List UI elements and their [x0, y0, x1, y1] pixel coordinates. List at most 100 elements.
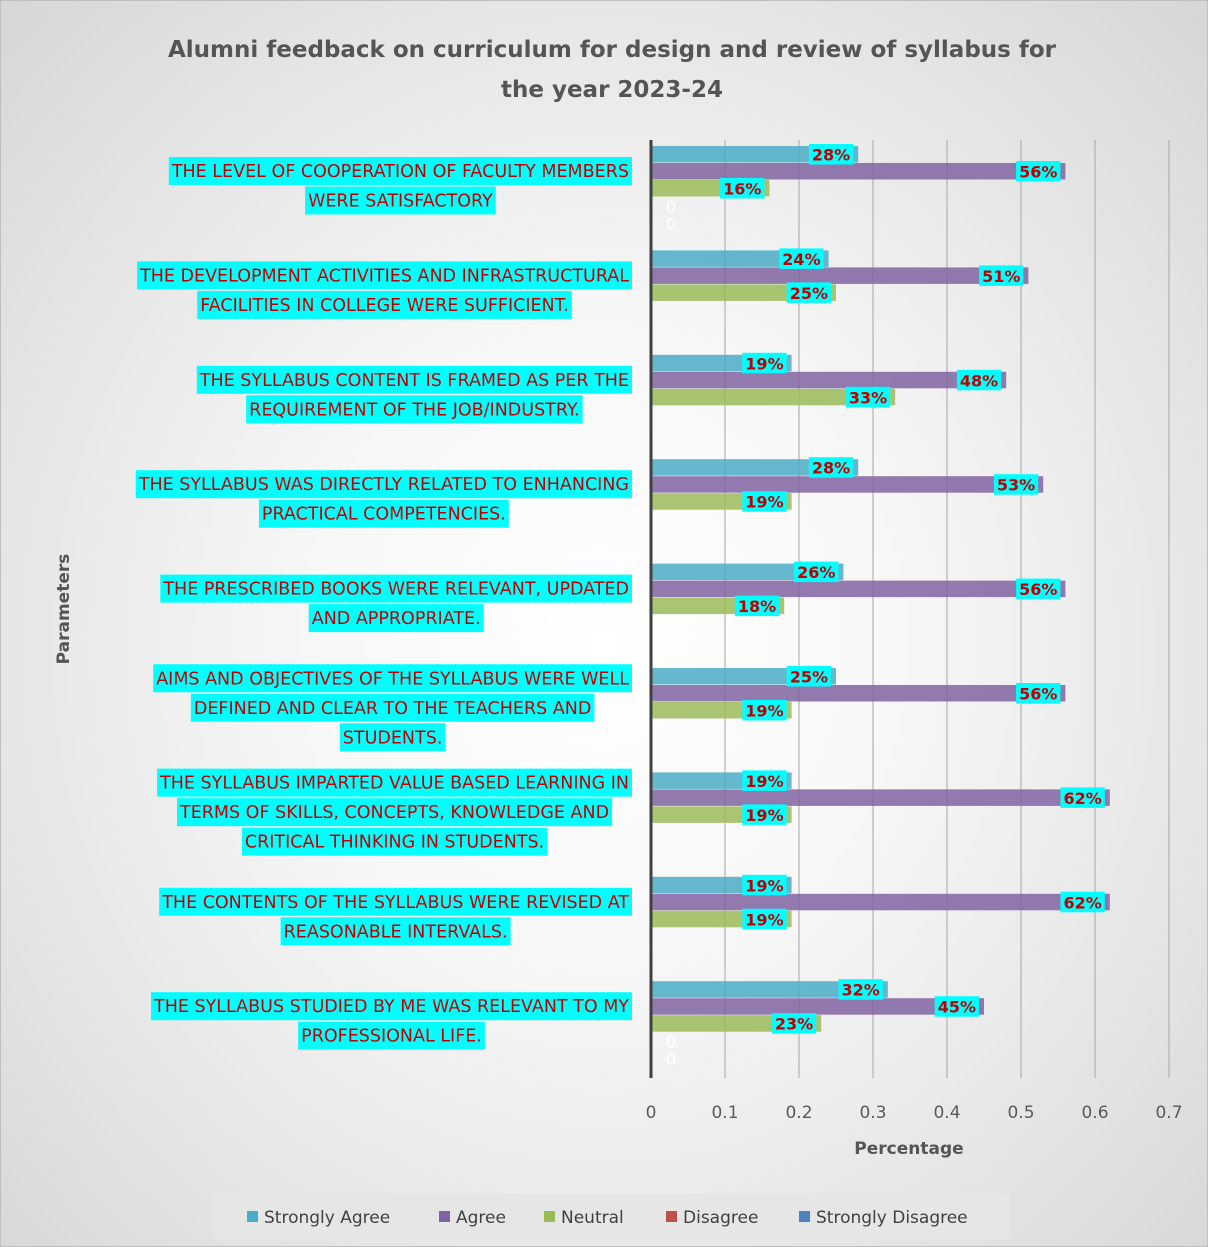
category-label-highlight	[135, 470, 632, 499]
category-label-text: TERMS OF SKILLS, CONCEPTS, KNOWLEDGE AND	[179, 803, 609, 823]
data-label: 56%	[1019, 685, 1057, 704]
legend-swatch	[544, 1211, 555, 1222]
bar-agree	[651, 580, 1066, 598]
x-tick-label: 0	[646, 1103, 657, 1123]
data-label: 28%	[812, 146, 850, 165]
bar-neutral	[651, 388, 896, 406]
data-label-highlight	[720, 178, 765, 199]
category-label-highlight	[280, 917, 511, 946]
bar-agree	[651, 685, 1066, 702]
data-label: 51%	[982, 267, 1020, 286]
data-label-highlight	[838, 979, 883, 1000]
chart-title-line-1: Alumni feedback on curriculum for design…	[168, 37, 1057, 63]
category-label-text: AIMS AND OBJECTIVES OF THE SYLLABUS WERE…	[156, 669, 629, 689]
data-label-zero: 0	[666, 215, 676, 234]
legend-label: Neutral	[561, 1208, 624, 1228]
category-label-highlight	[308, 604, 484, 633]
legend-swatch	[666, 1211, 677, 1222]
category-label-highlight	[151, 992, 632, 1021]
bar-agree	[651, 893, 1110, 911]
data-label: 16%	[723, 180, 761, 199]
data-label-highlight	[779, 248, 824, 269]
data-label: 53%	[997, 476, 1035, 495]
data-label-zero: 0	[666, 1050, 676, 1069]
data-label: 56%	[1019, 580, 1057, 599]
data-label-highlight	[845, 386, 891, 408]
legend-swatch	[799, 1211, 810, 1222]
legend-label: Strongly Agree	[264, 1208, 390, 1228]
data-label-highlight	[742, 491, 787, 512]
data-label: 19%	[745, 772, 783, 791]
category-label-text: WERE SATISFACTORY	[308, 192, 493, 212]
legend-label: Disagree	[683, 1208, 758, 1228]
data-label: 19%	[745, 876, 783, 895]
x-tick-label: 0.2	[785, 1103, 812, 1123]
data-label-highlight	[1060, 787, 1105, 808]
data-label: 33%	[849, 388, 887, 407]
category-label-highlight	[241, 827, 548, 856]
data-label: 25%	[790, 284, 828, 303]
data-label-highlight	[742, 770, 787, 791]
category-label-highlight	[157, 768, 632, 797]
data-label: 28%	[812, 459, 850, 478]
x-tick-label: 0.4	[933, 1103, 960, 1123]
data-label-highlight	[786, 666, 831, 687]
category-label-text: THE CONTENTS OF THE SYLLABUS WERE REVISE…	[161, 893, 629, 913]
category-label-highlight	[153, 664, 632, 693]
data-label-highlight	[794, 561, 839, 583]
data-label: 25%	[790, 668, 828, 687]
category-label-text: FACILITIES IN COLLEGE WERE SUFFICIENT.	[200, 296, 569, 316]
legend-box	[213, 1194, 1009, 1239]
category-label-text: REASONABLE INTERVALS.	[284, 922, 508, 942]
bar-agree	[651, 163, 1066, 180]
x-tick-labels: 0 0.1 0.2 0.3 0.4 0.5 0.6 0.7	[646, 1103, 1183, 1123]
category-label-text: CRITICAL THINKING IN STUDENTS.	[245, 833, 544, 853]
data-label-highlight	[1016, 161, 1061, 182]
category-label-highlight	[137, 261, 632, 290]
data-label: 32%	[842, 981, 880, 1000]
category-label: AIMS AND OBJECTIVES OF THE SYLLABUS WERE…	[153, 664, 632, 752]
category-labels: THE LEVEL OF COOPERATION OF FACULTY MEMB…	[135, 157, 632, 1050]
bar-strongly-agree	[651, 146, 859, 163]
category-label-highlight	[159, 887, 632, 916]
x-tick-label: 0.1	[711, 1103, 738, 1123]
data-label: 48%	[960, 371, 998, 390]
data-label-highlight	[742, 352, 787, 374]
data-label: 62%	[1064, 789, 1102, 808]
bar-agree	[651, 476, 1044, 493]
x-axis-title: Percentage	[854, 1139, 963, 1159]
data-label: 62%	[1064, 893, 1102, 912]
data-label: 56%	[1019, 163, 1057, 182]
category-label-highlight	[196, 365, 632, 394]
chart-title-line-2: the year 2023-24	[501, 77, 723, 103]
category-label: THE SYLLABUS WAS DIRECTLY RELATED TO ENH…	[135, 470, 632, 528]
data-label-highlight	[1016, 683, 1061, 704]
legend-swatch	[247, 1211, 258, 1222]
data-label-highlight	[934, 996, 979, 1017]
legend-label: Agree	[456, 1208, 506, 1228]
data-label-highlight	[808, 144, 854, 165]
data-label: 26%	[797, 563, 835, 582]
data-label-zero: 0	[666, 198, 676, 217]
category-label-highlight	[246, 395, 583, 424]
category-label-highlight	[190, 693, 595, 722]
category-label-text: DEFINED AND CLEAR TO THE TEACHERS AND	[194, 699, 591, 719]
category-label-highlight	[197, 290, 572, 319]
category-label-text: THE DEVELOPMENT ACTIVITIES AND INFRASTRU…	[139, 266, 629, 286]
data-label: 19%	[745, 702, 783, 721]
data-label-highlight	[742, 700, 787, 721]
bar-agree	[651, 371, 1007, 389]
category-label-text: REQUIREMENT OF THE JOB/INDUSTRY.	[249, 400, 579, 420]
category-label-text: THE SYLLABUS CONTENT IS FRAMED AS PER TH…	[199, 371, 629, 391]
category-label-text: THE LEVEL OF COOPERATION OF FACULTY MEMB…	[171, 162, 629, 182]
x-tick-label: 0.6	[1081, 1103, 1108, 1123]
legend-label: Strongly Disagree	[816, 1208, 968, 1228]
category-label: THE SYLLABUS STUDIED BY ME WAS RELEVANT …	[151, 992, 632, 1050]
data-label-highlight	[742, 874, 787, 896]
legend-items: Strongly Agree Agree Neutral Disagree Strong…	[247, 1208, 968, 1228]
x-tick-label: 0.3	[859, 1103, 886, 1123]
data-label: 19%	[745, 354, 783, 373]
data-label: 19%	[745, 493, 783, 512]
